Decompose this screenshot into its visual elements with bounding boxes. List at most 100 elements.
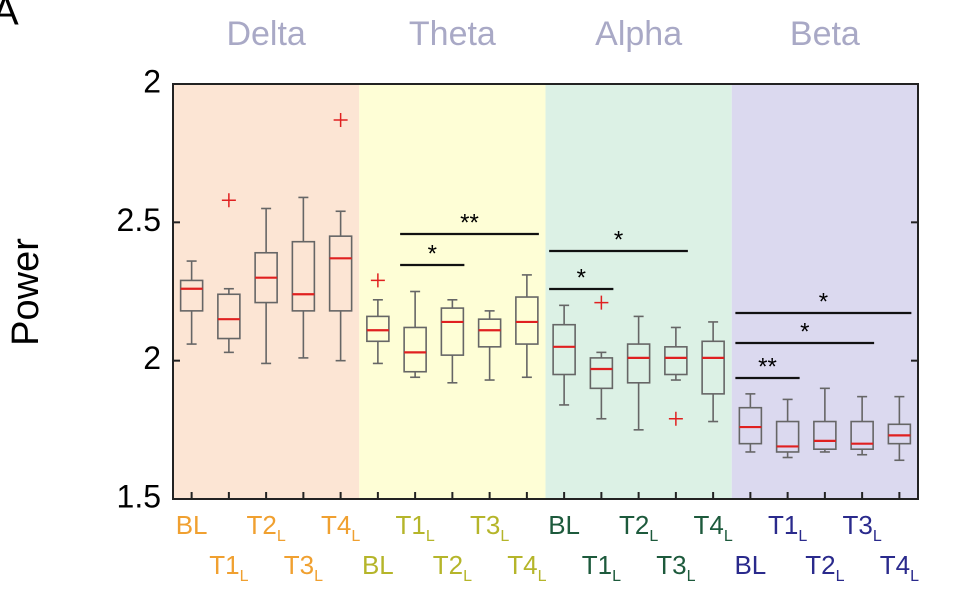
panel-label: A xyxy=(0,0,19,34)
x-tick-label: T2L xyxy=(805,550,844,585)
group-background xyxy=(173,84,360,499)
subscript: L xyxy=(538,568,547,585)
box xyxy=(701,340,725,395)
box xyxy=(440,307,465,356)
x-tick-label: T2L xyxy=(433,550,472,585)
subscript: L xyxy=(798,528,807,545)
subscript: L xyxy=(277,528,286,545)
x-tick-label: T4L xyxy=(880,550,919,585)
significance-label: * xyxy=(819,288,828,315)
outlier xyxy=(594,295,609,310)
subscript: L xyxy=(836,568,845,585)
group-background xyxy=(731,84,918,499)
box xyxy=(291,240,316,312)
subscript: L xyxy=(873,528,882,545)
significance-label: * xyxy=(428,240,437,267)
category-label: T1 xyxy=(582,550,612,580)
x-tick-label: T4L xyxy=(694,510,733,545)
significance-label: * xyxy=(614,226,623,253)
y-tick-label: 2.5 xyxy=(117,202,161,238)
category-label: T4 xyxy=(321,510,351,540)
box xyxy=(328,235,353,312)
significance-label: * xyxy=(800,318,809,345)
x-tick-label: T1L xyxy=(209,550,248,585)
box xyxy=(589,357,614,390)
category-label: BL xyxy=(362,550,394,580)
category-label: BL xyxy=(176,510,208,540)
category-label: T2 xyxy=(805,550,835,580)
category-label: T2 xyxy=(247,510,277,540)
box xyxy=(850,420,874,450)
subscript: L xyxy=(910,568,919,585)
subscript: L xyxy=(500,528,509,545)
category-label: T3 xyxy=(843,510,873,540)
subscript: L xyxy=(351,528,360,545)
x-tick-label: T3L xyxy=(656,550,695,585)
category-label: T4 xyxy=(694,510,724,540)
x-tick-label: BL xyxy=(548,510,580,540)
box xyxy=(813,420,837,450)
significance-label: ** xyxy=(460,209,479,236)
group-name: Beta xyxy=(790,15,860,53)
subscript: L xyxy=(687,568,696,585)
x-tick-label: T4L xyxy=(321,510,360,545)
x-tick-label: T3L xyxy=(843,510,882,545)
x-tick-label: T3L xyxy=(284,550,323,585)
category-label: T2 xyxy=(433,550,463,580)
box xyxy=(179,279,204,312)
y-tick-label: 1.5 xyxy=(117,478,161,514)
x-tick-label: BL xyxy=(362,550,394,580)
x-tick-label: BL xyxy=(176,510,208,540)
box xyxy=(217,293,241,340)
significance-label: ** xyxy=(758,353,777,380)
plot-frame xyxy=(172,83,919,500)
subscript: L xyxy=(612,568,621,585)
box xyxy=(887,423,912,445)
category-label: T4 xyxy=(507,550,537,580)
box xyxy=(477,318,502,348)
outlier xyxy=(221,193,236,208)
subscript: L xyxy=(649,528,658,545)
subscript: L xyxy=(426,528,435,545)
group-background xyxy=(359,84,546,499)
group-name: Theta xyxy=(409,15,496,53)
box xyxy=(366,315,390,343)
x-tick-label: T2L xyxy=(247,510,286,545)
box xyxy=(403,326,427,373)
significance-label: * xyxy=(577,264,586,291)
box xyxy=(664,346,688,376)
category-label: T1 xyxy=(209,550,239,580)
x-tick-label: T4L xyxy=(507,550,546,585)
x-tick-label: T3L xyxy=(470,510,509,545)
box xyxy=(552,323,576,376)
subscript: L xyxy=(240,568,249,585)
subscript: L xyxy=(724,528,733,545)
subscript: L xyxy=(463,568,472,585)
box xyxy=(626,343,651,384)
y-tick-label: 2 xyxy=(143,340,161,376)
box xyxy=(515,296,539,345)
category-label: T3 xyxy=(470,510,500,540)
category-label: T3 xyxy=(656,550,686,580)
category-label: T1 xyxy=(396,510,426,540)
x-tick-label: T1L xyxy=(396,510,435,545)
category-label: BL xyxy=(734,550,766,580)
category-label: T2 xyxy=(619,510,649,540)
outlier xyxy=(333,112,348,127)
group-background xyxy=(545,84,732,499)
group-name: Delta xyxy=(226,15,305,53)
group-name: Alpha xyxy=(595,15,682,53)
category-label: T1 xyxy=(768,510,798,540)
subscript: L xyxy=(314,568,323,585)
y-axis-label: Power xyxy=(5,238,47,346)
outlier xyxy=(370,273,385,288)
y-tick-label: 2 xyxy=(143,63,161,99)
x-tick-label: T1L xyxy=(768,510,807,545)
x-tick-label: T1L xyxy=(582,550,621,585)
outlier xyxy=(668,411,683,426)
box xyxy=(738,406,763,445)
x-tick-label: BL xyxy=(734,550,766,580)
box xyxy=(775,420,800,453)
x-tick-label: T2L xyxy=(619,510,658,545)
